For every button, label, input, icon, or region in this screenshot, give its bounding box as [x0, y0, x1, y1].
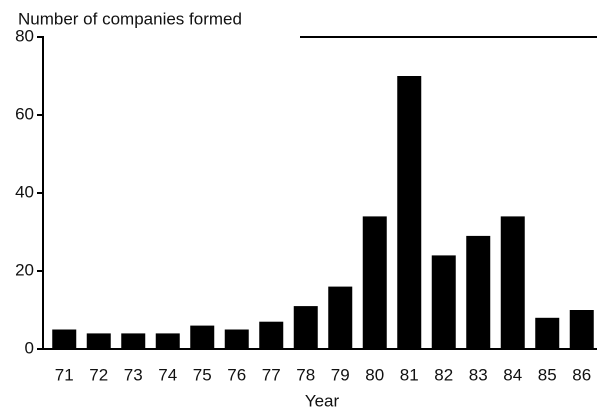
bar: [397, 76, 422, 349]
y-tick-label: 0: [25, 338, 34, 357]
y-tick-label: 20: [15, 260, 34, 279]
bar: [155, 333, 180, 349]
x-tick-label: 76: [227, 365, 246, 384]
bar: [328, 286, 353, 349]
x-tick-label: 73: [124, 365, 143, 384]
bar: [431, 255, 456, 349]
y-tick-label: 40: [15, 182, 34, 201]
x-tick-label: 77: [262, 365, 281, 384]
y-tick-label: 80: [15, 26, 34, 45]
chart-title: Number of companies formed: [18, 9, 242, 28]
bar: [362, 216, 387, 349]
x-tick-label: 74: [158, 365, 177, 384]
x-tick-label: 80: [365, 365, 384, 384]
bar: [52, 329, 77, 349]
bar: [86, 333, 111, 349]
x-tick-label: 78: [296, 365, 315, 384]
x-tick-label: 72: [89, 365, 108, 384]
x-tick-label: 86: [572, 365, 591, 384]
bar: [569, 310, 594, 349]
bar: [466, 235, 491, 349]
x-tick-label: 84: [503, 365, 522, 384]
bar: [293, 306, 318, 349]
x-tick-label: 85: [538, 365, 557, 384]
bar: [259, 321, 284, 349]
x-tick-label: 79: [331, 365, 350, 384]
x-tick-label: 81: [400, 365, 419, 384]
x-tick-label: 82: [434, 365, 453, 384]
y-tick-label: 60: [15, 104, 34, 123]
bar: [121, 333, 146, 349]
x-tick-label: 83: [469, 365, 488, 384]
x-tick-label: 71: [55, 365, 74, 384]
bar: [535, 317, 560, 349]
x-axis-label: Year: [305, 391, 340, 410]
x-tick-label: 75: [193, 365, 212, 384]
bar: [224, 329, 249, 349]
bar: [500, 216, 525, 349]
bar: [190, 325, 215, 349]
